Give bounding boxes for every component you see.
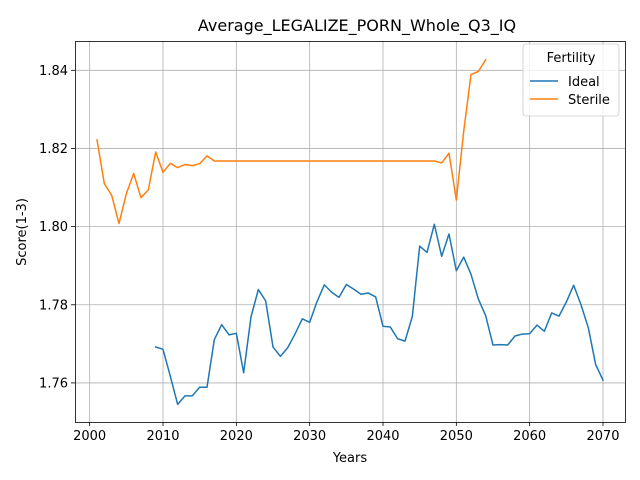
y-tick-label: 1.78 xyxy=(39,298,68,313)
chart-title: Average_LEGALIZE_PORN_Whole_Q3_IQ xyxy=(198,16,516,36)
x-tick-label: 2020 xyxy=(220,429,253,444)
axis-ticks: 2000 2010 2020 2030 2040 2050 2060 2070 1.76 1.78… xyxy=(39,64,620,444)
x-tick-label: 2000 xyxy=(73,429,106,444)
y-tick-label: 1.76 xyxy=(39,376,68,391)
y-tick-label: 1.82 xyxy=(39,142,68,157)
legend-box xyxy=(522,43,620,117)
x-tick-label: 2040 xyxy=(366,429,399,444)
series-line-ideal xyxy=(154,223,604,406)
plot-frame xyxy=(75,41,626,423)
x-tick-label: 2060 xyxy=(513,429,546,444)
y-tick-label: 1.80 xyxy=(39,220,68,235)
x-tick-label: 2070 xyxy=(586,429,619,444)
legend-title: Fertility xyxy=(547,51,596,66)
y-tick-label: 1.84 xyxy=(39,64,68,79)
series-line-sterile xyxy=(96,58,487,225)
legend: Fertility Ideal Sterile xyxy=(522,43,620,117)
legend-label-ideal: Ideal xyxy=(568,75,600,90)
x-axis-label: Years xyxy=(332,451,368,466)
x-tick-label: 2030 xyxy=(293,429,326,444)
legend-label-sterile: Sterile xyxy=(568,93,610,108)
series-lines xyxy=(96,58,604,406)
y-axis-label: Score(1-3) xyxy=(15,198,30,266)
x-tick-label: 2010 xyxy=(146,429,179,444)
x-tick-label: 2050 xyxy=(440,429,473,444)
